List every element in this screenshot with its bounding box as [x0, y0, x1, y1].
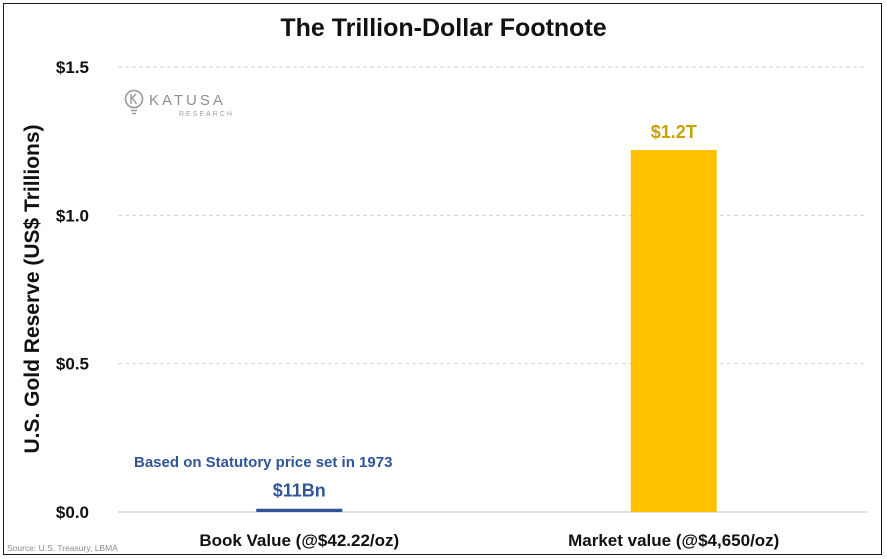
x-tick-label: Book Value (@$42.22/oz): [199, 531, 399, 550]
katusa-logo: KATUSA RESEARCH: [123, 88, 243, 128]
logo-subtitle: RESEARCH: [179, 111, 234, 118]
chart-frame: [3, 3, 882, 555]
data-label: $11Bn: [273, 481, 326, 501]
source-note: Source: U.S. Treasury, LBMA: [7, 543, 118, 553]
book-value-annotation: Based on Statutory price set in 1973: [134, 454, 393, 471]
y-tick-label: $0.0: [56, 503, 89, 522]
y-tick-label: $0.5: [56, 355, 89, 374]
x-tick-label: Market value (@$4,650/oz): [568, 531, 779, 550]
bar-0: [256, 508, 343, 512]
data-label: $1.2T: [651, 122, 697, 142]
logo-wordmark: KATUSA: [149, 92, 226, 109]
lightbulb-icon: [124, 89, 144, 115]
y-tick-label: $1.0: [56, 206, 89, 225]
chart-title: The Trillion-Dollar Footnote: [280, 14, 607, 42]
y-tick-label: $1.5: [56, 58, 89, 77]
bar-1: [630, 150, 717, 513]
